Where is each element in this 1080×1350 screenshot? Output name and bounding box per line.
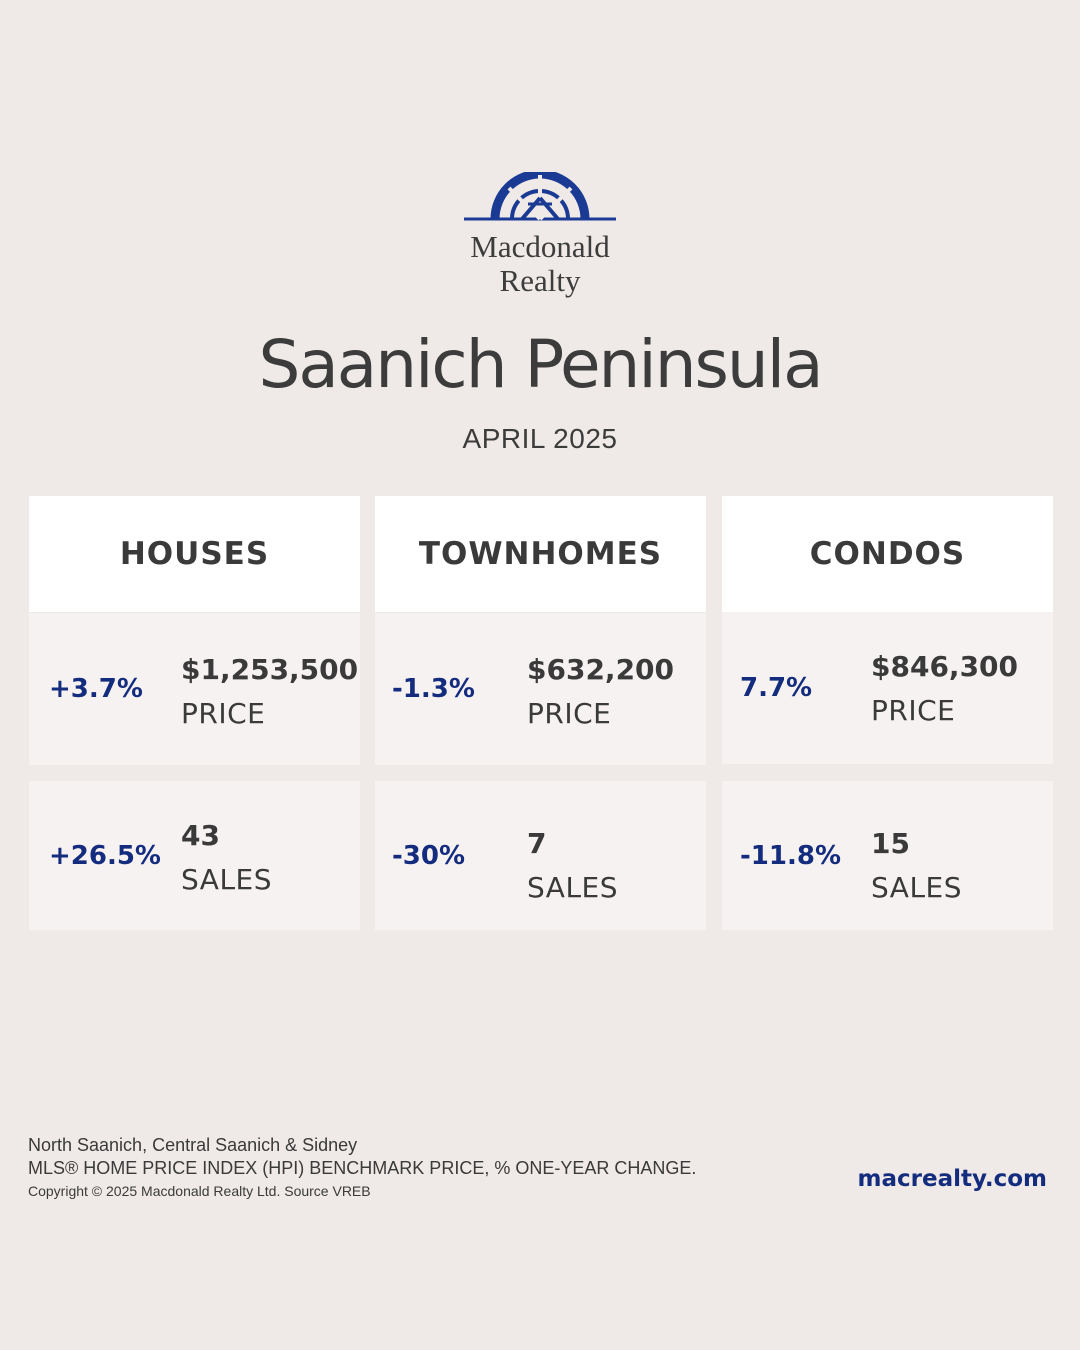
footer-areas: North Saanich, Central Saanich & Sidney (28, 1135, 358, 1155)
footer-methodology: MLS® HOME PRICE INDEX (HPI) BENCHMARK PR… (28, 1158, 697, 1178)
website-link[interactable]: macrealty.com (857, 1166, 1047, 1192)
condos-price-value: $846,300 (871, 650, 1019, 683)
townhomes-price-label: PRICE (527, 697, 612, 730)
townhomes-sales-label: SALES (527, 871, 619, 904)
houses-sales-value: 43 (181, 819, 220, 852)
condos-sales-card: -11.8% 15 SALES (722, 781, 1053, 930)
condos-price-change: 7.7% (740, 673, 813, 703)
houses-price-card: +3.7% $1,253,500 PRICE (29, 613, 360, 765)
brand-name-line2: Realty (499, 263, 581, 298)
houses-sales-change: +26.5% (49, 840, 161, 871)
houses-price-value: $1,253,500 (181, 653, 359, 686)
houses-price-change: +3.7% (49, 674, 143, 704)
condos-sales-change: -11.8% (740, 840, 841, 871)
condos-sales-value: 15 (871, 827, 910, 860)
page-subtitle: APRIL 2025 (462, 423, 618, 454)
footer-copyright: Copyright © 2025 Macdonald Realty Ltd. S… (28, 1183, 371, 1199)
sunrise-logo-icon (464, 172, 616, 221)
condos-price-card: 7.7% $846,300 PRICE (722, 612, 1053, 764)
townhomes-sales-value: 7 (527, 827, 547, 860)
townhomes-sales-change: -30% (392, 840, 466, 871)
condos-price-label: PRICE (871, 694, 956, 727)
brand-logo: Macdonald Realty (0, 172, 1080, 298)
houses-sales-card: +26.5% 43 SALES (29, 781, 360, 930)
column-header-houses: HOUSES (29, 496, 360, 612)
townhomes-sales-card: -30% 7 SALES (375, 781, 706, 930)
houses-price-label: PRICE (181, 697, 266, 730)
townhomes-price-card: -1.3% $632,200 PRICE (375, 613, 706, 765)
townhomes-price-value: $632,200 (527, 653, 675, 686)
brand-name-line1: Macdonald (470, 229, 610, 264)
page-title: Saanich Peninsula (258, 326, 823, 403)
houses-sales-label: SALES (181, 863, 273, 896)
column-header-townhomes: TOWNHOMES (375, 496, 706, 612)
column-header-condos: CONDOS (722, 496, 1053, 612)
condos-sales-label: SALES (871, 871, 963, 904)
townhomes-price-change: -1.3% (392, 674, 475, 704)
